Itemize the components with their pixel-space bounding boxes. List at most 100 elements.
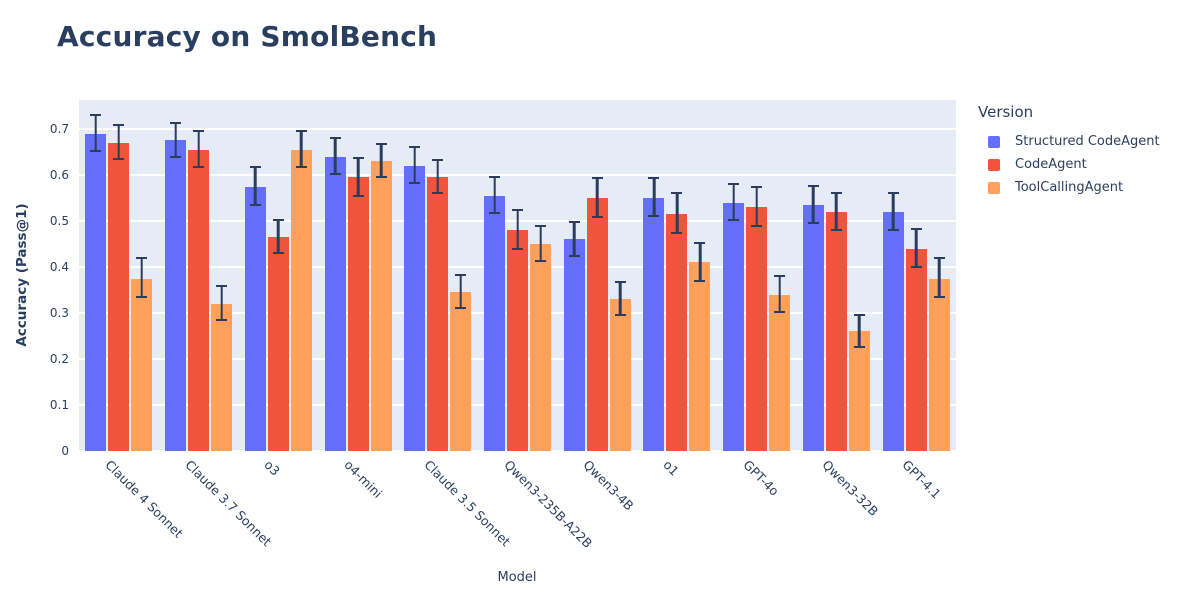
bar[interactable] <box>267 237 289 451</box>
error-bar-stem <box>493 177 496 213</box>
bar[interactable] <box>530 244 551 451</box>
plot-area[interactable] <box>79 100 956 452</box>
bar[interactable] <box>450 292 472 451</box>
error-bar-stem <box>858 315 861 346</box>
legend-item-label: ToolCallingAgent <box>1015 179 1124 195</box>
bar[interactable] <box>244 186 266 451</box>
error-bar <box>807 184 819 224</box>
error-bar <box>295 130 307 168</box>
x-tick-label: o1 <box>660 457 682 479</box>
error-bar-stem <box>891 193 895 229</box>
error-bar <box>170 122 182 158</box>
error-bar <box>249 166 261 206</box>
x-tick-label: Claude 3.7 Sonnet <box>181 457 275 550</box>
x-tick-label: Claude 4 Sonnet <box>102 457 186 541</box>
legend-item-label: CodeAgent <box>1015 156 1087 172</box>
error-bar-stem <box>94 116 98 150</box>
gridline <box>79 128 956 130</box>
error-bar <box>568 220 580 257</box>
bar[interactable] <box>802 204 824 451</box>
error-bar <box>614 280 626 317</box>
bar[interactable] <box>427 177 449 451</box>
error-bar <box>272 218 284 255</box>
y-tick-label: 0.1 <box>49 397 69 412</box>
y-tick-label: 0.6 <box>49 167 69 182</box>
bar[interactable] <box>882 211 904 451</box>
y-tick-label: 0.3 <box>49 305 69 320</box>
bar[interactable] <box>643 198 665 451</box>
bar[interactable] <box>586 198 608 451</box>
bar[interactable] <box>689 262 711 451</box>
error-bar <box>830 191 842 231</box>
bar[interactable] <box>324 156 346 451</box>
legend-swatch <box>988 135 1000 148</box>
error-bar <box>136 257 148 299</box>
bar[interactable] <box>347 177 369 451</box>
bar[interactable] <box>507 230 528 451</box>
x-tick-label: Qwen3-32B <box>819 457 882 519</box>
bar[interactable] <box>848 331 870 451</box>
x-tick-label: Qwen3-4B <box>580 457 637 514</box>
bar[interactable] <box>85 133 107 451</box>
legend-swatch <box>988 181 1000 194</box>
error-bar <box>352 156 364 197</box>
error-bar-stem <box>459 275 463 308</box>
error-bar <box>853 313 865 348</box>
error-bar <box>432 158 444 195</box>
error-bar-stem <box>277 220 280 253</box>
error-bar <box>329 137 341 175</box>
gridline <box>79 174 956 176</box>
y-tick-label: 0.4 <box>49 259 69 274</box>
bar[interactable] <box>211 303 233 451</box>
bar[interactable] <box>723 202 745 451</box>
error-bar-stem <box>732 185 735 219</box>
bar[interactable] <box>484 195 505 451</box>
legend-item[interactable]: ToolCallingAgent <box>978 176 1160 199</box>
bar[interactable] <box>563 239 585 451</box>
error-bar-stem <box>516 211 519 249</box>
error-bar <box>910 227 922 269</box>
error-bar <box>591 176 603 218</box>
error-bar <box>751 186 763 227</box>
error-bar <box>193 129 205 169</box>
error-bar-stem <box>572 222 576 255</box>
error-bar <box>489 175 500 215</box>
error-bar-stem <box>174 124 177 156</box>
error-bar-stem <box>300 132 303 166</box>
x-tick-label: GPT-4o <box>740 457 782 499</box>
bar[interactable] <box>825 211 847 451</box>
bar[interactable] <box>404 165 426 451</box>
legend-item[interactable]: CodeAgent <box>978 153 1160 176</box>
bar[interactable] <box>108 142 130 451</box>
bar[interactable] <box>165 140 187 451</box>
error-bar-stem <box>675 194 679 233</box>
bar[interactable] <box>188 149 210 451</box>
bar[interactable] <box>928 278 950 451</box>
error-bar <box>694 241 706 282</box>
error-bar <box>648 177 660 218</box>
error-bar-stem <box>413 148 417 182</box>
x-tick-label: o3 <box>261 457 284 479</box>
error-bar <box>535 224 546 263</box>
legend-item-label: Structured CodeAgent <box>1015 133 1160 149</box>
bar[interactable] <box>609 299 631 451</box>
y-tick-label: 0 <box>61 444 69 458</box>
error-bar-stem <box>254 168 257 204</box>
bar[interactable] <box>905 248 927 451</box>
x-tick-label: GPT-4.1 <box>899 457 945 502</box>
legend-item[interactable]: Structured CodeAgent <box>978 130 1160 153</box>
error-bar <box>512 209 523 251</box>
bar[interactable] <box>746 207 768 451</box>
bar[interactable] <box>370 161 392 451</box>
error-bar-stem <box>652 179 656 216</box>
bar[interactable] <box>131 278 153 451</box>
error-bar <box>728 183 740 221</box>
x-axis-title: Model <box>497 570 537 585</box>
bar[interactable] <box>290 149 312 451</box>
bar[interactable] <box>666 214 688 451</box>
error-bar-stem <box>595 178 599 216</box>
bar[interactable] <box>769 294 791 451</box>
error-bar-stem <box>356 158 360 195</box>
chart-title: Accuracy on SmolBench <box>57 20 438 53</box>
